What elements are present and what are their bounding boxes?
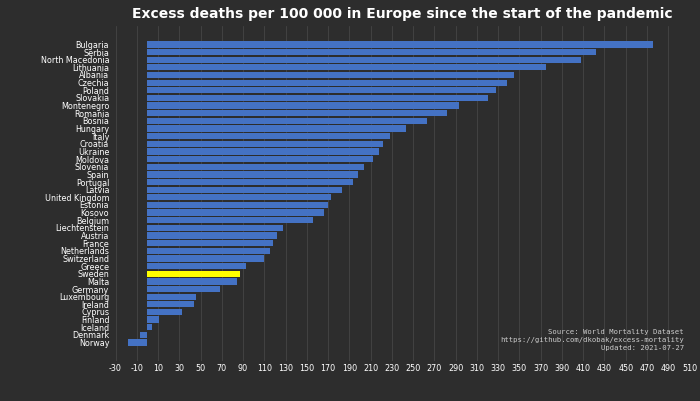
Bar xyxy=(128,339,148,346)
Bar xyxy=(148,324,152,330)
Text: Source: World Mortality Dataset
https://github.com/dkobak/excess-mortality
Updat: Source: World Mortality Dataset https://… xyxy=(500,329,684,351)
Bar xyxy=(148,286,220,292)
Bar xyxy=(148,294,196,300)
Title: Excess deaths per 100 000 in Europe since the start of the pandemic: Excess deaths per 100 000 in Europe sinc… xyxy=(132,7,673,21)
Bar xyxy=(148,49,596,55)
Bar xyxy=(148,240,273,246)
Bar xyxy=(148,87,496,93)
Bar xyxy=(148,309,183,315)
Bar xyxy=(148,72,514,78)
Bar xyxy=(148,171,358,178)
Bar xyxy=(148,133,390,139)
Bar xyxy=(148,118,427,124)
Bar xyxy=(148,126,406,132)
Bar xyxy=(148,102,459,109)
Bar xyxy=(148,156,372,162)
Bar xyxy=(148,271,240,277)
Bar xyxy=(148,209,324,216)
Bar xyxy=(140,332,148,338)
Bar xyxy=(148,255,265,261)
Bar xyxy=(148,202,328,208)
Bar xyxy=(148,316,159,323)
Bar xyxy=(148,225,284,231)
Bar xyxy=(148,141,384,147)
Bar xyxy=(148,79,507,86)
Bar xyxy=(148,164,364,170)
Bar xyxy=(148,148,379,154)
Bar xyxy=(148,194,331,200)
Bar xyxy=(148,301,194,308)
Bar xyxy=(148,179,353,185)
Bar xyxy=(148,278,237,285)
Bar xyxy=(148,41,653,48)
Bar xyxy=(148,57,581,63)
Bar xyxy=(148,186,342,193)
Bar xyxy=(148,217,313,223)
Bar xyxy=(148,110,447,116)
Bar xyxy=(148,95,487,101)
Bar xyxy=(148,233,277,239)
Bar xyxy=(148,64,546,71)
Bar xyxy=(148,263,246,269)
Bar xyxy=(148,248,270,254)
